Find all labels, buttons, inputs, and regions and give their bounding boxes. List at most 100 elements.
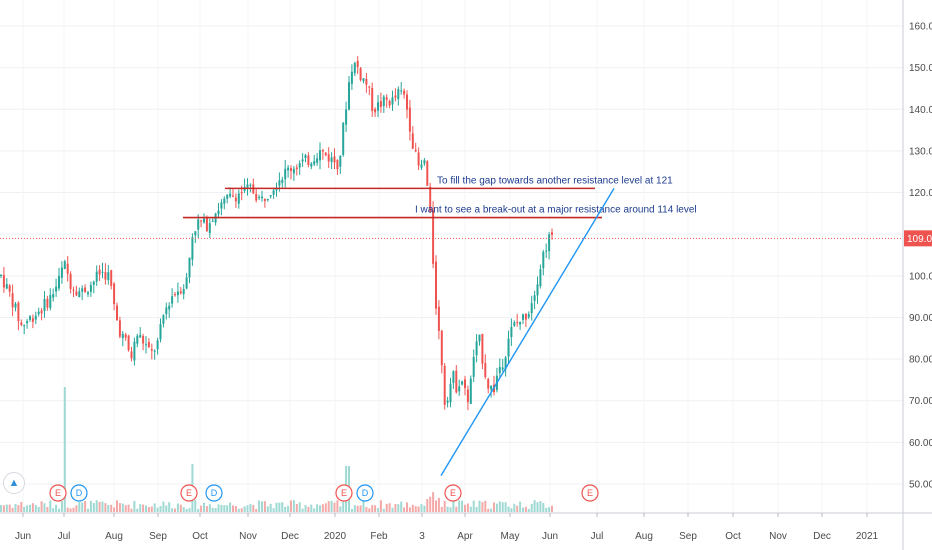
event-marker-label: D bbox=[76, 488, 83, 498]
volume-bar bbox=[20, 502, 23, 512]
volume-bar bbox=[313, 508, 316, 512]
candle bbox=[475, 341, 478, 356]
volume-bar bbox=[194, 500, 197, 512]
volume-bar bbox=[46, 507, 49, 512]
candle bbox=[365, 78, 368, 85]
candle bbox=[98, 269, 101, 275]
volume-bar bbox=[176, 503, 179, 512]
candle bbox=[26, 321, 29, 324]
candle bbox=[310, 163, 313, 167]
candle bbox=[539, 269, 542, 287]
candle bbox=[197, 219, 200, 230]
volume-bar bbox=[432, 492, 435, 512]
candle bbox=[162, 315, 165, 324]
candle bbox=[182, 288, 185, 295]
volume-bar bbox=[26, 505, 29, 512]
volume-bar bbox=[487, 508, 490, 512]
candle bbox=[388, 100, 391, 106]
volume-bar bbox=[385, 503, 388, 512]
candle bbox=[92, 281, 95, 285]
candle bbox=[440, 330, 443, 366]
candle bbox=[295, 167, 298, 170]
candle bbox=[522, 314, 524, 320]
candle bbox=[530, 303, 533, 314]
volume-bar bbox=[37, 506, 40, 512]
candle bbox=[339, 155, 342, 167]
x-tick-label: 3 bbox=[419, 531, 425, 542]
candle bbox=[298, 163, 301, 168]
volume-bar bbox=[484, 500, 487, 512]
volume-bar bbox=[446, 506, 449, 512]
candle bbox=[5, 284, 8, 289]
volume-bar bbox=[522, 507, 524, 512]
candle bbox=[417, 152, 420, 166]
volume-bar bbox=[397, 504, 400, 512]
volume-bar bbox=[527, 508, 530, 512]
candle bbox=[452, 371, 455, 384]
volume-bar bbox=[524, 506, 527, 512]
candle bbox=[408, 107, 411, 132]
volume-bar bbox=[87, 508, 89, 512]
volume-bar bbox=[414, 506, 417, 512]
candle bbox=[307, 155, 310, 165]
candle bbox=[84, 287, 87, 293]
candle bbox=[49, 295, 52, 309]
volume-bar bbox=[23, 506, 26, 512]
volume-bar bbox=[234, 506, 237, 512]
volume-bar bbox=[542, 503, 545, 512]
earnings-marker bbox=[180, 484, 198, 502]
candle bbox=[333, 156, 336, 163]
volume-bars bbox=[0, 387, 553, 512]
volume-bar bbox=[5, 504, 8, 512]
candle bbox=[185, 277, 188, 289]
event-marker-label: D bbox=[211, 488, 218, 498]
event-marker-label: D bbox=[362, 488, 369, 498]
candle bbox=[43, 299, 46, 311]
volume-bar bbox=[220, 504, 223, 512]
volume-bar bbox=[295, 503, 298, 512]
volume-bar bbox=[110, 504, 113, 512]
volume-bar bbox=[365, 507, 368, 512]
volume-bar bbox=[478, 500, 481, 512]
volume-bar bbox=[136, 508, 139, 512]
volume-bar bbox=[426, 499, 429, 512]
candle bbox=[382, 96, 385, 107]
candle bbox=[490, 385, 493, 390]
volume-bar bbox=[475, 506, 478, 512]
volume-bar bbox=[81, 502, 84, 512]
volume-bar bbox=[49, 500, 52, 512]
candle bbox=[377, 102, 379, 111]
candle bbox=[348, 82, 350, 110]
candle bbox=[223, 198, 226, 204]
candle bbox=[220, 202, 223, 209]
tradingview-logo-icon[interactable]: ▲ bbox=[3, 472, 25, 494]
candle bbox=[40, 310, 43, 314]
volume-bar bbox=[466, 503, 469, 512]
earnings-marker bbox=[335, 484, 353, 502]
volume-bar bbox=[551, 505, 553, 512]
candle bbox=[336, 160, 339, 170]
volume-bar bbox=[411, 504, 414, 512]
candle bbox=[255, 193, 258, 201]
candle bbox=[116, 305, 118, 321]
candle bbox=[379, 101, 382, 107]
candle bbox=[174, 294, 176, 296]
x-tick-label: Dec bbox=[813, 531, 831, 542]
candle bbox=[394, 95, 397, 98]
volume-bar bbox=[246, 505, 249, 512]
candle bbox=[150, 348, 153, 351]
volume-bar bbox=[84, 501, 87, 512]
volume-bar bbox=[17, 504, 20, 512]
volume-bar bbox=[263, 501, 266, 512]
y-tick-label: 90.00 bbox=[909, 313, 932, 324]
volume-bar bbox=[359, 505, 362, 512]
candle bbox=[504, 357, 507, 370]
volume-bar bbox=[58, 508, 60, 512]
candle bbox=[342, 122, 345, 155]
volume-bar bbox=[455, 506, 458, 512]
volume-bar bbox=[229, 502, 232, 512]
candle bbox=[397, 89, 400, 100]
volume-bar bbox=[368, 508, 371, 512]
candle bbox=[423, 160, 426, 164]
